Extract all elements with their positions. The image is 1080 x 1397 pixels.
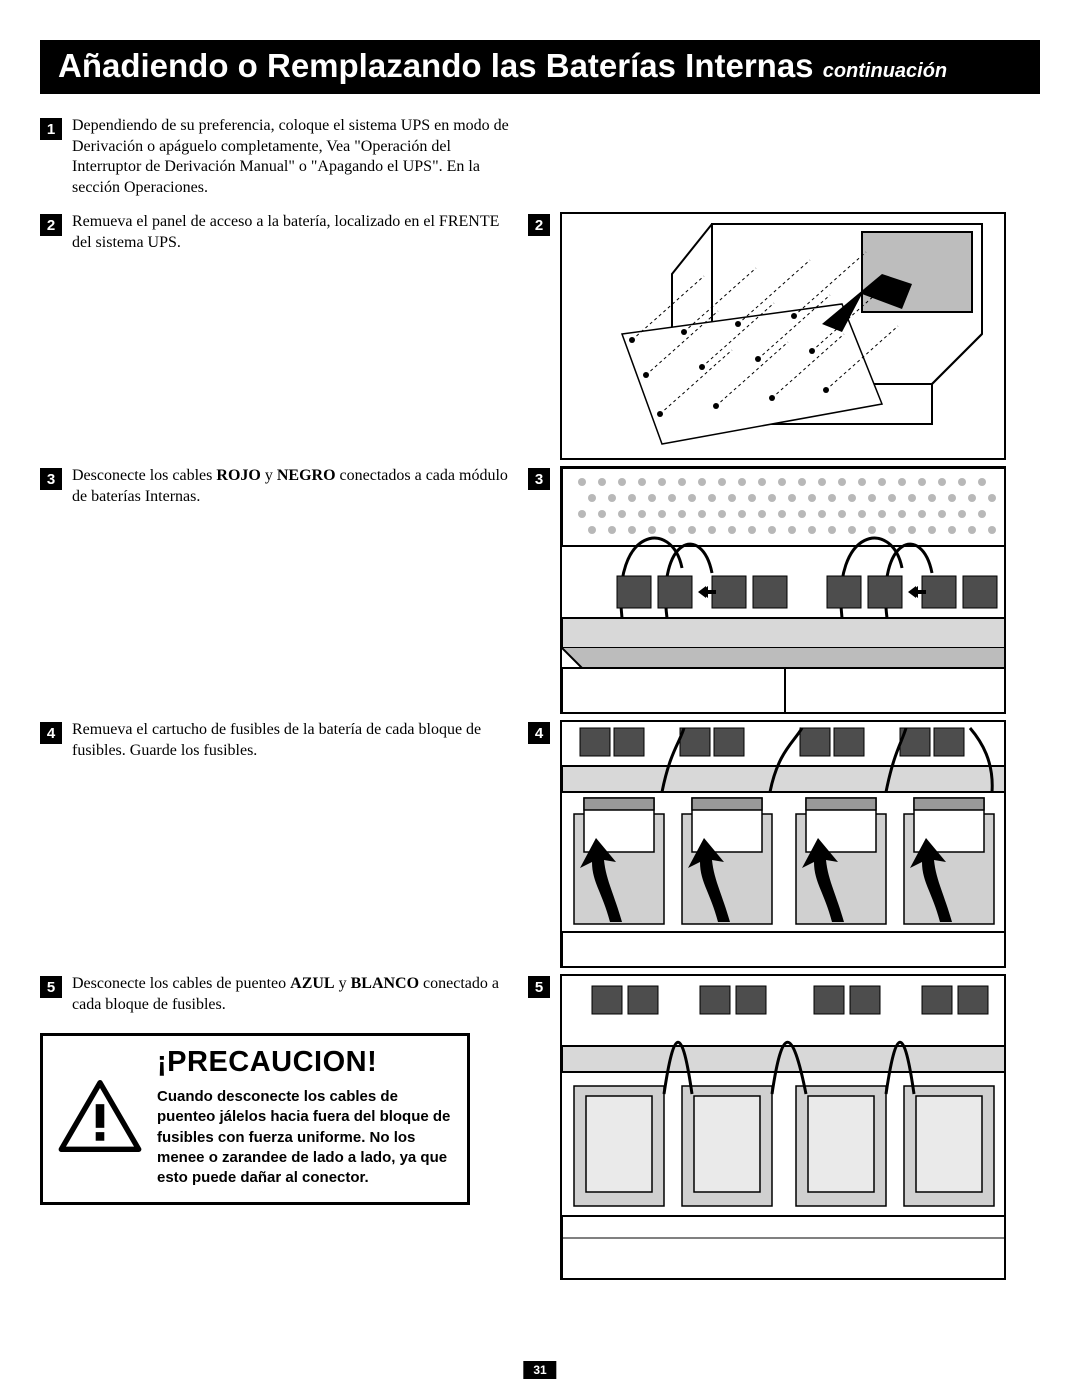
step-4-text: Remueva el cartucho de fusibles de la ba… [72, 720, 510, 761]
step-row-3: 3 Desconecte los cables ROJO y NEGRO con… [40, 466, 1040, 714]
step-number-badge: 3 [40, 468, 62, 490]
figure-3 [560, 466, 1006, 714]
step-2: 2 Remueva el panel de acceso a la baterí… [40, 212, 510, 253]
figure-4 [560, 720, 1006, 968]
page-number: 31 [523, 1361, 556, 1379]
figure-2-col: 2 [528, 212, 1008, 460]
figure-5-illustration [562, 976, 1006, 1280]
step-5-left: 5 Desconecte los cables de puenteo AZUL … [40, 974, 510, 1205]
step-1-text: Dependiendo de su preferencia, coloque e… [72, 116, 510, 198]
figure-3-col: 3 [528, 466, 1008, 714]
step-row-2: 2 Remueva el panel de acceso a la baterí… [40, 212, 1040, 460]
figure-3-illustration [562, 468, 1006, 714]
step-5-text: Desconecte los cables de puenteo AZUL y … [72, 974, 510, 1015]
figure-number-badge: 2 [528, 214, 550, 236]
figure-5-col: 5 [528, 974, 1008, 1280]
step-5: 5 Desconecte los cables de puenteo AZUL … [40, 974, 510, 1015]
caution-body: ¡PRECAUCION! Cuando desconecte los cable… [157, 1046, 453, 1188]
step-number-badge: 4 [40, 722, 62, 744]
caution-text: Cuando desconecte los cables de puenteo … [157, 1087, 453, 1188]
figure-2 [560, 212, 1006, 460]
caution-title: ¡PRECAUCION! [157, 1046, 453, 1079]
step-number-badge: 2 [40, 214, 62, 236]
step-row-5: 5 Desconecte los cables de puenteo AZUL … [40, 974, 1040, 1280]
step-row-1: 1 Dependiendo de su preferencia, coloque… [40, 116, 1040, 198]
step-2-text: Remueva el panel de acceso a la batería,… [72, 212, 510, 253]
step-number-badge: 1 [40, 118, 62, 140]
step-1: 1 Dependiendo de su preferencia, coloque… [40, 116, 510, 198]
warning-triangle-icon [57, 1078, 143, 1154]
figure-number-badge: 3 [528, 468, 550, 490]
content-area: 1 Dependiendo de su preferencia, coloque… [40, 116, 1040, 1286]
step-4: 4 Remueva el cartucho de fusibles de la … [40, 720, 510, 761]
section-title: Añadiendo o Remplazando las Baterías Int… [58, 47, 814, 84]
figure-5 [560, 974, 1006, 1280]
step-3-text: Desconecte los cables ROJO y NEGRO conec… [72, 466, 510, 507]
step-number-badge: 5 [40, 976, 62, 998]
step-row-4: 4 Remueva el cartucho de fusibles de la … [40, 720, 1040, 968]
figure-4-illustration [562, 722, 1006, 968]
figure-2-illustration [562, 214, 1006, 460]
figure-4-col: 4 [528, 720, 1008, 968]
section-title-continuation: continuación [823, 60, 947, 82]
step-3: 3 Desconecte los cables ROJO y NEGRO con… [40, 466, 510, 507]
figure-number-badge: 4 [528, 722, 550, 744]
caution-box: ¡PRECAUCION! Cuando desconecte los cable… [40, 1033, 470, 1205]
section-title-bar: Añadiendo o Remplazando las Baterías Int… [40, 40, 1040, 94]
figure-number-badge: 5 [528, 976, 550, 998]
